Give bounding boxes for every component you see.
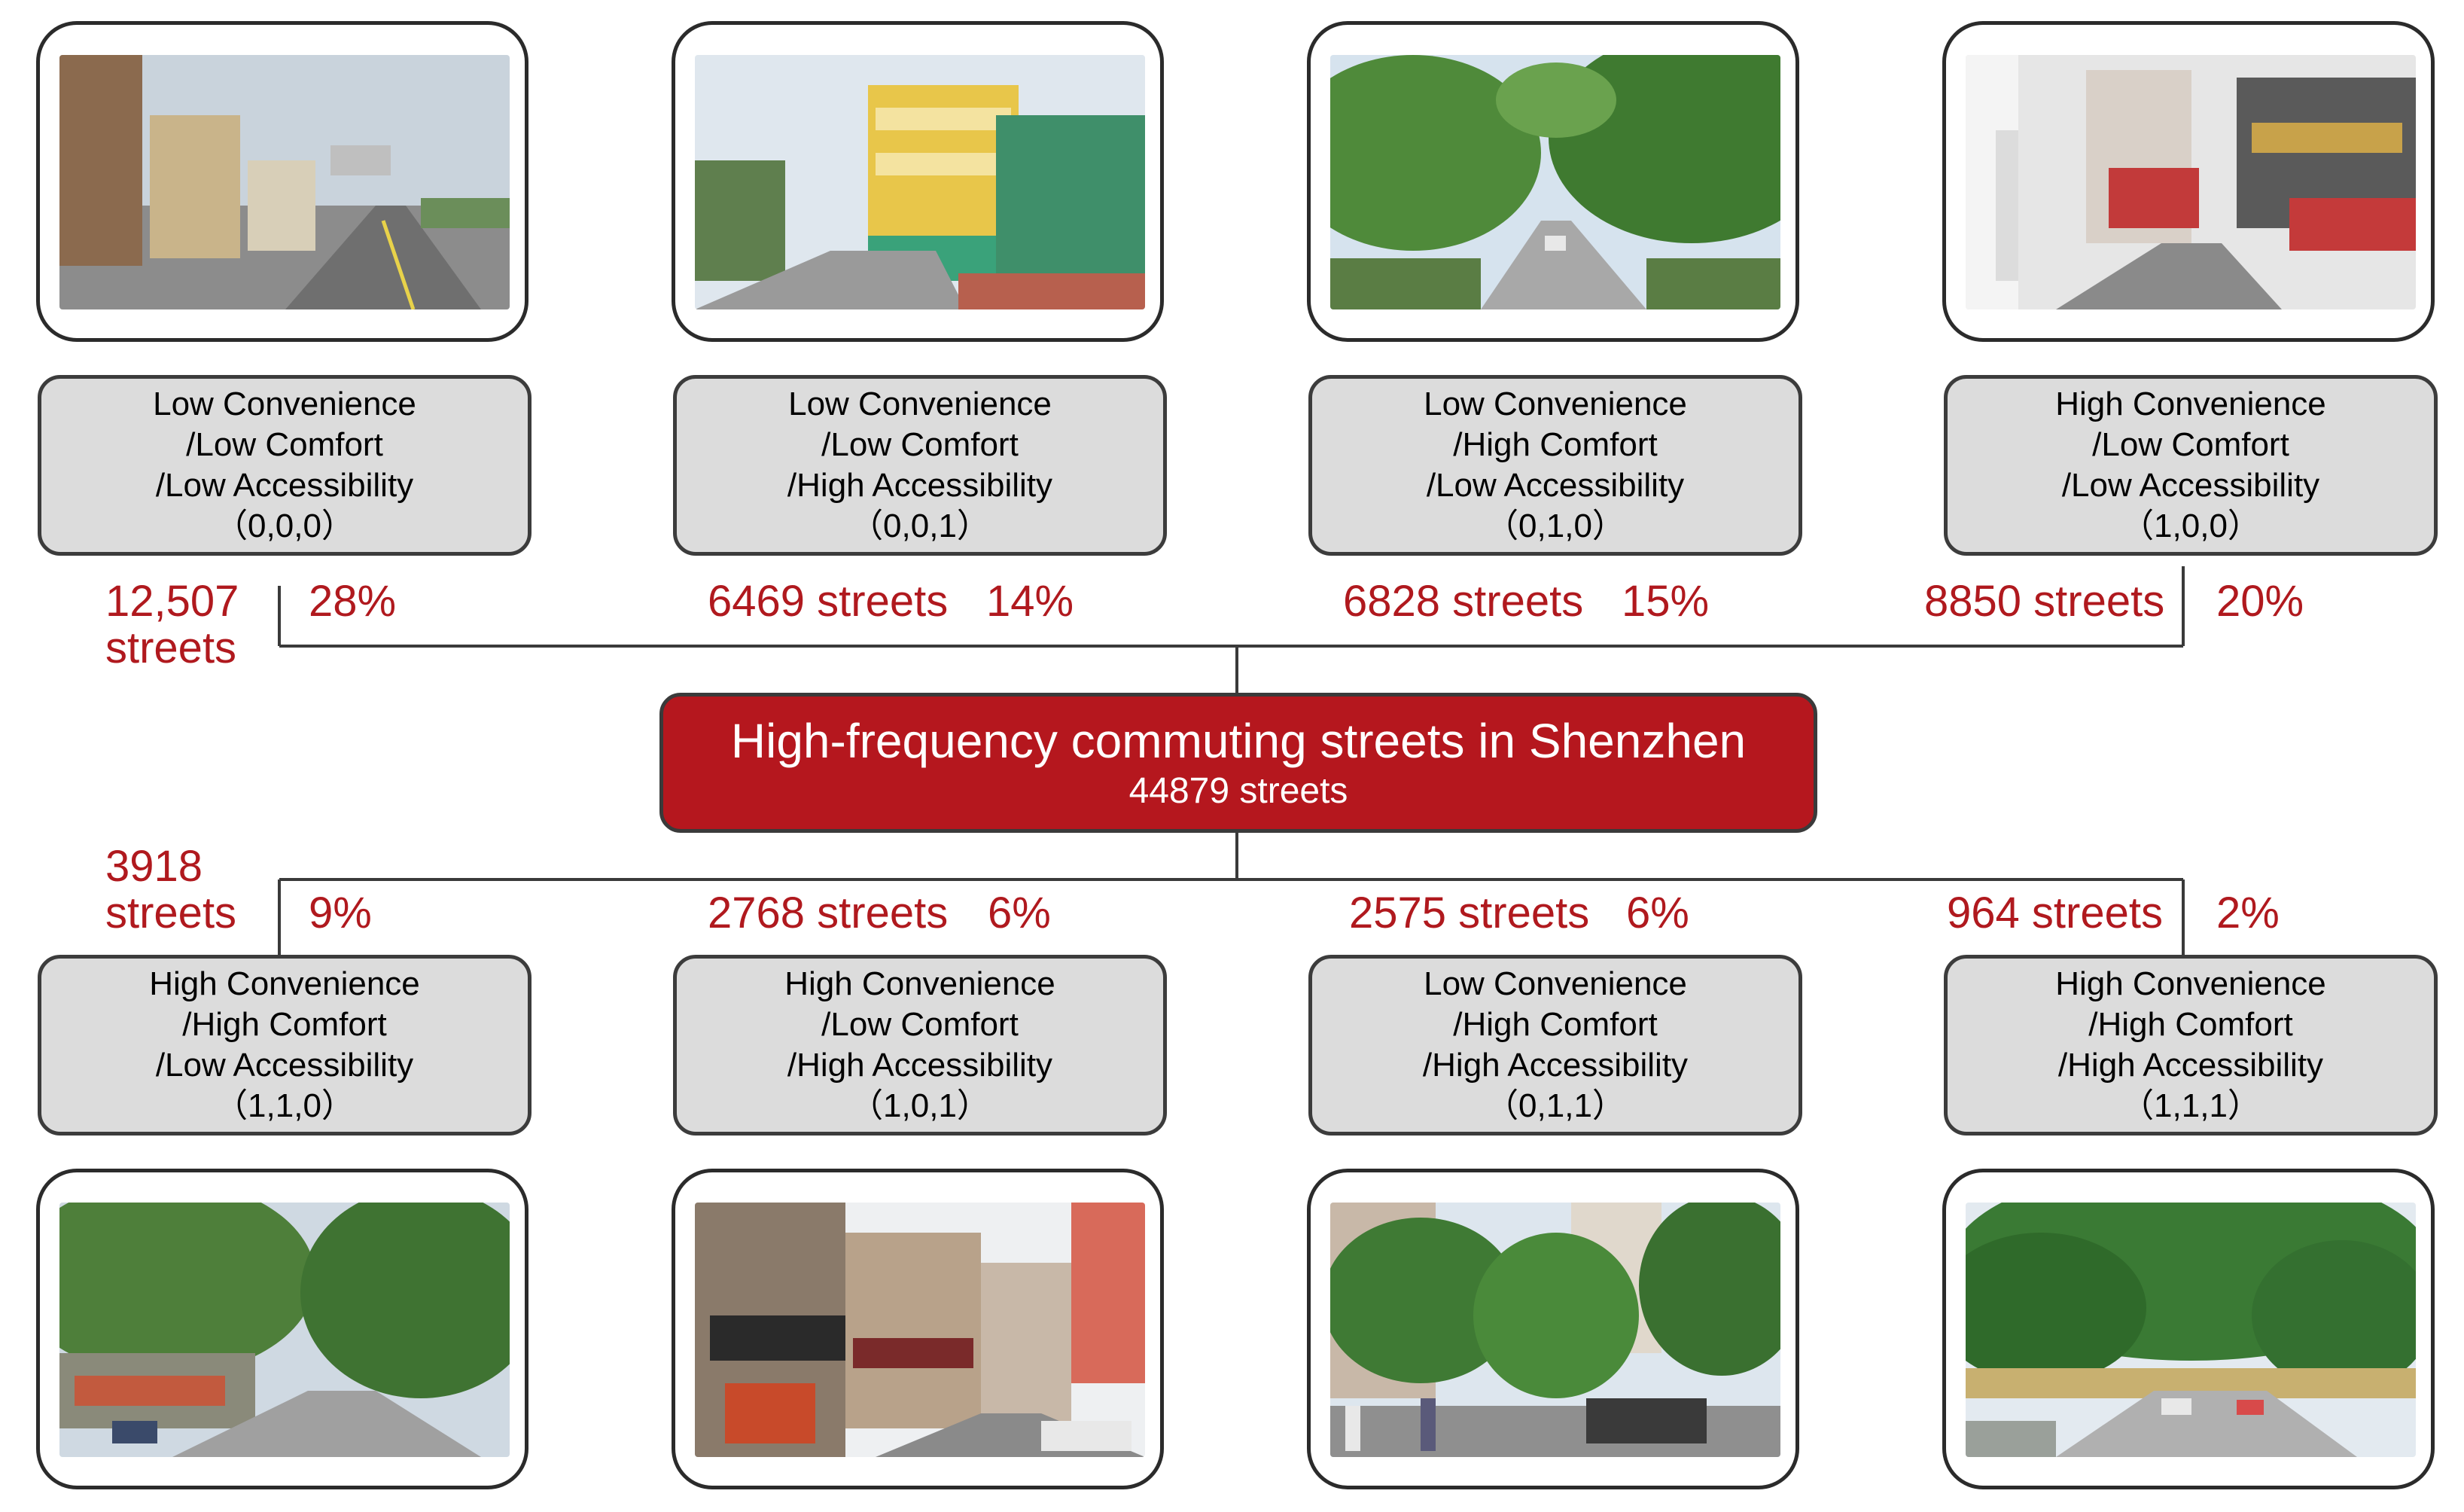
category-code: （0,0,1） — [850, 508, 990, 544]
category-box-011: Low Convenience /High Comfort /High Acce… — [1308, 955, 1802, 1136]
category-code: （1,1,1） — [2121, 1087, 2261, 1124]
category-line: High Convenience — [2055, 386, 2326, 422]
category-line: Low Convenience — [153, 386, 416, 422]
category-line: /Low Accessibility — [1426, 467, 1685, 504]
category-code: （0,1,0） — [1485, 508, 1625, 544]
center-title: High-frequency commuting streets in Shen… — [730, 714, 1747, 768]
street-percent-100: 20% — [2216, 577, 2304, 626]
photo-frame-bottom-3 — [1307, 1169, 1799, 1489]
street-percent-111: 2% — [2216, 889, 2280, 937]
photo-frame-top-3 — [1307, 21, 1799, 342]
street-count-011: 2575 streets — [1349, 889, 1590, 937]
center-total-box: High-frequency commuting streets in Shen… — [659, 693, 1817, 833]
street-count-000-line2: streets — [105, 623, 237, 672]
category-line: /Low Accessibility — [155, 1047, 414, 1084]
category-box-000: Low Convenience /Low Comfort /Low Access… — [38, 375, 531, 556]
category-line: /High Accessibility — [787, 467, 1053, 504]
street-count-110-line2: streets — [105, 889, 237, 937]
category-code: （1,0,0） — [2121, 508, 2261, 544]
category-line: Low Convenience — [788, 386, 1052, 422]
category-line: /High Comfort — [2088, 1006, 2293, 1043]
category-line: Low Convenience — [1424, 386, 1687, 422]
category-box-110: High Convenience /High Comfort /Low Acce… — [38, 955, 531, 1136]
category-line: /High Accessibility — [2057, 1047, 2324, 1084]
photo-frame-top-2 — [672, 21, 1164, 342]
category-code: （0,0,0） — [215, 508, 355, 544]
street-count-001: 6469 streets — [708, 577, 949, 626]
category-line: /High Comfort — [1453, 426, 1658, 463]
street-photo-school-building — [695, 55, 1145, 309]
category-code: （0,1,1） — [1485, 1087, 1625, 1124]
photo-frame-bottom-4 — [1942, 1169, 2435, 1489]
category-box-010: Low Convenience /High Comfort /Low Acces… — [1308, 375, 1802, 556]
street-photo-suburban-road — [59, 55, 510, 309]
category-line: High Convenience — [784, 965, 1055, 1002]
center-total-count: 44879 streets — [1128, 771, 1348, 811]
photo-frame-bottom-2 — [672, 1169, 1164, 1489]
category-line: /Low Comfort — [821, 426, 1019, 463]
street-photo-shop-signs — [695, 1203, 1145, 1457]
street-count-101: 2768 streets — [708, 889, 949, 937]
street-count-100: 8850 streets — [1924, 577, 2165, 626]
category-line: Low Convenience — [1424, 965, 1687, 1002]
category-line: /Low Comfort — [186, 426, 383, 463]
street-count-110-line1: 3918 — [105, 842, 203, 891]
category-line: /Low Comfort — [2092, 426, 2289, 463]
street-count-010: 6828 streets — [1343, 577, 1584, 626]
category-line: /Low Comfort — [821, 1006, 1019, 1043]
category-line: /Low Accessibility — [2061, 467, 2320, 504]
street-count-000-line1: 12,507 — [105, 577, 239, 626]
street-count-111: 964 streets — [1947, 889, 2163, 937]
street-photo-green-boulevard — [1966, 1203, 2416, 1457]
street-percent-000: 28% — [309, 577, 397, 626]
category-box-101: High Convenience /Low Comfort /High Acce… — [673, 955, 1167, 1136]
category-box-100: High Convenience /Low Comfort /Low Acces… — [1944, 375, 2438, 556]
street-photo-pedestrians-trees — [1330, 1203, 1780, 1457]
category-line: /Low Accessibility — [155, 467, 414, 504]
photo-frame-top-1 — [36, 21, 528, 342]
street-photo-tree-lined-avenue — [1330, 55, 1780, 309]
photo-frame-bottom-1 — [36, 1169, 528, 1489]
category-line: /High Accessibility — [1422, 1047, 1689, 1084]
category-line: High Convenience — [2055, 965, 2326, 1002]
street-percent-011: 6% — [1626, 889, 1689, 937]
category-box-111: High Convenience /High Comfort /High Acc… — [1944, 955, 2438, 1136]
street-percent-001: 14% — [986, 577, 1074, 626]
street-percent-101: 6% — [988, 889, 1051, 937]
category-line: High Convenience — [149, 965, 420, 1002]
street-photo-commercial-street — [1966, 55, 2416, 309]
photo-frame-top-4 — [1942, 21, 2435, 342]
category-code: （1,0,1） — [850, 1087, 990, 1124]
category-line: /High Comfort — [1453, 1006, 1658, 1043]
street-photo-shaded-road — [59, 1203, 510, 1457]
category-code: （1,1,0） — [215, 1087, 355, 1124]
category-box-001: Low Convenience /Low Comfort /High Acces… — [673, 375, 1167, 556]
street-percent-010: 15% — [1622, 577, 1710, 626]
category-line: /High Comfort — [182, 1006, 387, 1043]
street-percent-110: 9% — [309, 889, 372, 937]
category-line: /High Accessibility — [787, 1047, 1053, 1084]
